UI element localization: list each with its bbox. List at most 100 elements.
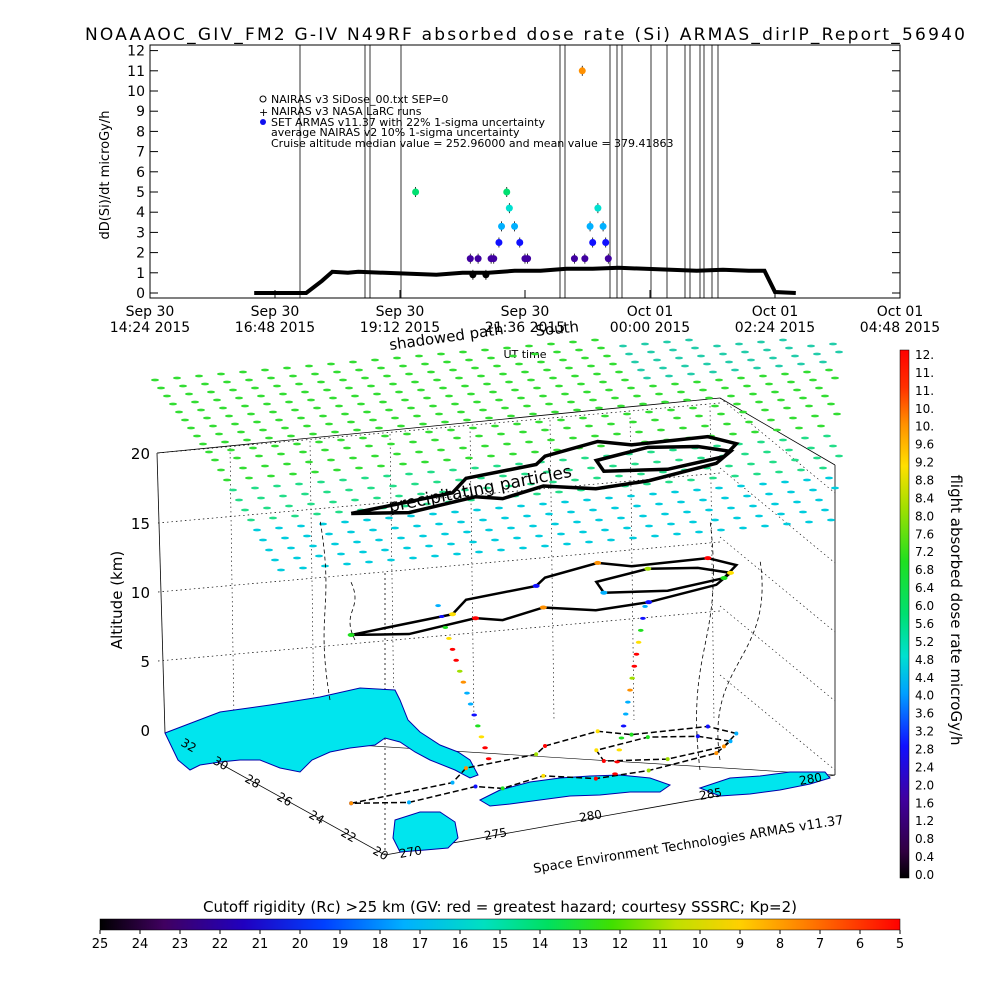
y-tick-label: 0 — [136, 286, 145, 302]
dose-segment-marker — [600, 590, 608, 595]
profile-point — [482, 746, 488, 750]
particle-dash — [431, 554, 439, 558]
particle-dash — [665, 480, 673, 484]
profile-point — [446, 636, 452, 640]
particle-dash — [689, 520, 697, 524]
dose-colorbar-tick-label: 7.2 — [915, 545, 934, 559]
particle-dash — [325, 532, 333, 536]
armas-data-point — [602, 239, 610, 246]
y-tick-label: 7 — [136, 145, 145, 161]
particle-dash — [741, 350, 749, 354]
particle-dash — [753, 366, 761, 370]
particle-dash — [525, 344, 533, 348]
x-tick-label: 21:36 2015 — [485, 320, 565, 336]
particle-dash — [601, 414, 609, 418]
x-tick-label: 02:24 2015 — [735, 320, 815, 336]
particle-dash — [263, 506, 271, 510]
particle-dash — [387, 558, 395, 562]
latitude-tick-label: 22 — [339, 825, 359, 845]
particle-dash — [415, 354, 423, 358]
particle-dash — [791, 458, 799, 462]
particle-dash — [341, 412, 349, 416]
dose-segment-marker — [644, 566, 652, 571]
armas-data-point — [586, 222, 594, 230]
particle-dash — [275, 418, 283, 422]
particle-dash — [717, 412, 725, 416]
particle-dash — [807, 344, 815, 348]
dose-segment-marker — [727, 570, 734, 575]
particle-dash — [695, 414, 703, 418]
particle-dash — [241, 508, 249, 512]
particle-dash — [559, 458, 567, 462]
particle-dash — [641, 342, 649, 346]
legend: NAIRAS v3 SiDose_00.txt SEP=0 + NAIRAS v… — [259, 93, 674, 150]
particle-dash — [579, 530, 587, 534]
particle-dash — [215, 432, 223, 436]
ground-dose-marker — [714, 751, 719, 756]
particle-dash — [285, 504, 293, 508]
particle-dash — [409, 440, 417, 444]
particle-dash — [191, 400, 199, 404]
particle-dash — [691, 346, 699, 350]
particle-dash — [655, 502, 663, 506]
particle-dash — [697, 354, 705, 358]
legend-entry-3: SET ARMAS v11.37 with 22% 1-sigma uncert… — [271, 116, 545, 129]
particle-dash — [785, 346, 793, 350]
particle-dash — [477, 374, 485, 378]
particle-dash — [493, 464, 501, 468]
particle-dash — [259, 538, 267, 542]
particle-dash — [269, 410, 277, 414]
particle-dash — [711, 518, 719, 522]
particle-dash — [485, 416, 493, 420]
particle-dash — [687, 478, 695, 482]
particle-dash — [421, 362, 429, 366]
particle-dash — [583, 390, 591, 394]
particle-dash — [713, 444, 721, 448]
legend-entry-4: average NAIRAS v2 10% 1-sigma uncertaint… — [271, 126, 520, 139]
ground-dose-marker — [407, 800, 411, 805]
particle-dash — [157, 386, 165, 390]
particle-dash — [247, 518, 255, 522]
particle-dash — [519, 546, 527, 550]
particle-dash — [809, 488, 817, 492]
particle-dash — [589, 508, 597, 512]
particle-dash — [163, 394, 171, 398]
particle-dash — [245, 378, 253, 382]
particle-dash — [453, 552, 461, 556]
particle-dash — [491, 538, 499, 542]
3d-trajectory-plot: 0 5 10 15 20 Altitude (km) 32 30 28 26 24 22 20 27… — [108, 338, 845, 877]
particle-dash — [301, 390, 309, 394]
particle-dash — [349, 360, 357, 364]
dose-colorbar-tick-label: 9.2 — [915, 456, 934, 470]
particle-dash — [249, 446, 257, 450]
legend-marker-blue-dot — [260, 119, 266, 125]
particle-dash — [359, 550, 367, 554]
particle-dash — [739, 526, 747, 530]
particle-dash — [255, 454, 263, 458]
particle-dash — [831, 486, 839, 490]
latitude-tick-label: 32 — [179, 735, 199, 755]
particle-dash — [311, 372, 319, 376]
rc-tick-label: 14 — [532, 937, 549, 952]
particle-dash — [675, 356, 683, 360]
particle-dash — [561, 392, 569, 396]
y-tick-label: 8 — [136, 124, 145, 140]
particle-dash — [497, 548, 505, 552]
particle-dash — [475, 550, 483, 554]
particle-dash — [593, 372, 601, 376]
latitude-tick-label: 30 — [211, 753, 231, 773]
particle-dash — [541, 544, 549, 548]
ground-dose-marker — [450, 780, 455, 785]
particle-dash — [547, 438, 555, 442]
particle-dash — [777, 398, 785, 402]
particle-dash — [509, 452, 517, 456]
altitude-tick-label: 10 — [131, 584, 150, 602]
particle-dash — [389, 484, 397, 488]
particle-dash — [545, 512, 553, 516]
dose-colorbar-tick-label: 8.4 — [915, 491, 934, 505]
dose-colorbar-tick-label: 10. — [915, 402, 934, 416]
particle-dash — [543, 368, 551, 372]
particle-dash — [661, 512, 669, 516]
profile-point — [464, 691, 470, 695]
